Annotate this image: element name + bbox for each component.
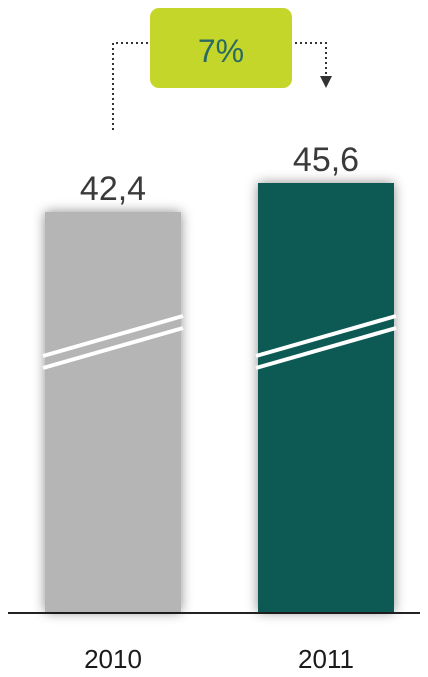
value-label-2010: 42,4 xyxy=(80,170,146,208)
change-connector-line-right xyxy=(290,42,327,78)
bars-group: 42,4 2010 45,6 2011 xyxy=(42,141,397,674)
change-label: 7% xyxy=(198,33,244,69)
value-label-2011: 45,6 xyxy=(293,141,359,179)
axis-break-mark xyxy=(255,314,397,370)
change-connector-line xyxy=(112,42,152,130)
x-tick-label-2011: 2011 xyxy=(298,644,354,674)
change-badge xyxy=(150,8,292,88)
bar-2010 xyxy=(45,212,181,612)
axis-break-mark xyxy=(42,314,184,370)
x-tick-label-2010: 2010 xyxy=(84,644,142,674)
change-arrow-icon xyxy=(320,76,332,88)
bar-2011 xyxy=(258,183,394,612)
